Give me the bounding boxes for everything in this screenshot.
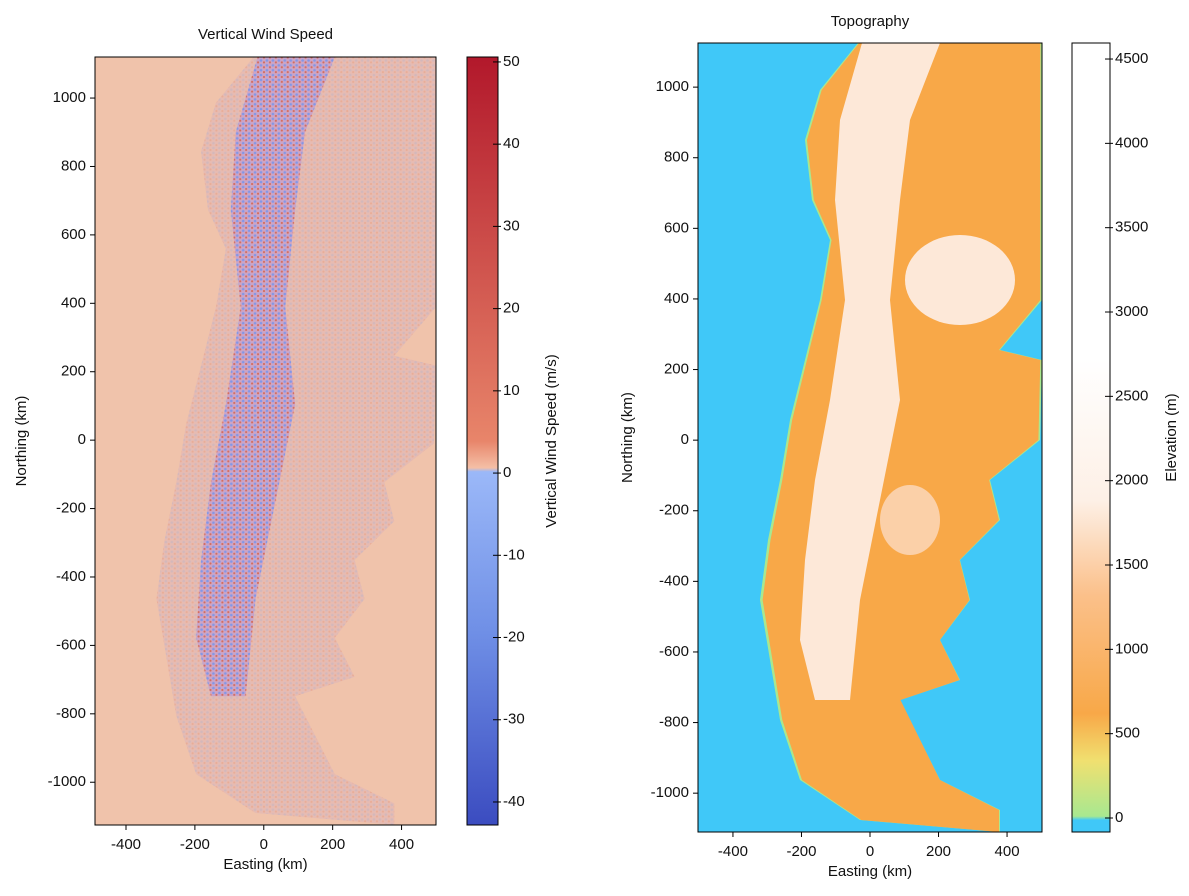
y-tick-label: 1000 <box>656 78 689 95</box>
y-tick-label: 0 <box>681 431 689 448</box>
colorbar-tick-label: -20 <box>503 628 525 645</box>
colorbar-tick-label: 4000 <box>1115 134 1148 151</box>
chart-title: Topography <box>831 13 910 30</box>
colorbar <box>467 57 498 825</box>
colorbar-tick-label: 1000 <box>1115 640 1148 657</box>
colorbar-tick-label: -10 <box>503 546 525 563</box>
y-tick-label: 400 <box>61 294 86 311</box>
colorbar-tick-label: 0 <box>1115 809 1123 826</box>
colorbar-tick-label: -30 <box>503 711 525 728</box>
y-tick-label: -800 <box>659 714 689 731</box>
y-tick-label: 1000 <box>53 89 86 106</box>
y-tick-label: 200 <box>664 361 689 378</box>
y-tick-label: -400 <box>56 568 86 585</box>
y-tick-label: 600 <box>61 226 86 243</box>
figure: Vertical Wind Speed Easting (km) Northing … <box>0 0 1189 891</box>
y-tick-label: -200 <box>56 500 86 517</box>
x-axis-label: Easting (km) <box>828 863 912 880</box>
y-tick-label: -200 <box>659 502 689 519</box>
colorbar-tick-label: 2000 <box>1115 472 1148 489</box>
y-tick-label: 0 <box>78 431 86 448</box>
x-tick-label: 0 <box>866 843 874 860</box>
y-axis-label: Northing (km) <box>619 392 636 483</box>
y-tick-label: 400 <box>664 290 689 307</box>
y-tick-label: -400 <box>659 572 689 589</box>
x-tick-label: 200 <box>320 836 345 853</box>
y-tick-label: -600 <box>659 643 689 660</box>
chart-title: Vertical Wind Speed <box>198 26 333 43</box>
colorbar-tick-label: 0 <box>503 464 511 481</box>
wind-map <box>95 57 436 825</box>
y-axis-label: Northing (km) <box>13 396 30 487</box>
x-tick-label: -400 <box>718 843 748 860</box>
y-tick-label: 600 <box>664 219 689 236</box>
colorbar-tick-label: 500 <box>1115 725 1140 742</box>
y-tick-label: -1000 <box>651 784 689 801</box>
y-tick-label: -600 <box>56 636 86 653</box>
y-tick-label: -1000 <box>48 773 86 790</box>
x-tick-label: 200 <box>926 843 951 860</box>
x-tick-label: -200 <box>786 843 816 860</box>
colorbar-label: Elevation (m) <box>1163 393 1180 481</box>
y-tick-label: 800 <box>61 157 86 174</box>
x-tick-label: -400 <box>111 836 141 853</box>
x-axis-label: Easting (km) <box>223 856 307 873</box>
x-tick-label: 0 <box>260 836 268 853</box>
y-tick-label: 800 <box>664 149 689 166</box>
colorbar-tick-label: 20 <box>503 300 520 317</box>
colorbar-tick-label: 1500 <box>1115 556 1148 573</box>
colorbar-tick-label: 2500 <box>1115 387 1148 404</box>
colorbar-tick-label: 4500 <box>1115 50 1148 67</box>
colorbar-tick-label: 3000 <box>1115 303 1148 320</box>
x-tick-label: -200 <box>180 836 210 853</box>
y-tick-label: -800 <box>56 705 86 722</box>
x-tick-label: 400 <box>995 843 1020 860</box>
x-tick-label: 400 <box>389 836 414 853</box>
colorbar-tick-label: -40 <box>503 793 525 810</box>
colorbar-tick-label: 10 <box>503 382 520 399</box>
colorbar-tick-label: 30 <box>503 217 520 234</box>
colorbar-tick-label: 40 <box>503 135 520 152</box>
topography-map <box>698 43 1042 832</box>
y-tick-label: 200 <box>61 363 86 380</box>
colorbar-tick-label: 50 <box>503 53 520 70</box>
colorbar-tick-label: 3500 <box>1115 219 1148 236</box>
colorbar <box>1072 43 1110 832</box>
colorbar-label: Vertical Wind Speed (m/s) <box>543 354 560 527</box>
